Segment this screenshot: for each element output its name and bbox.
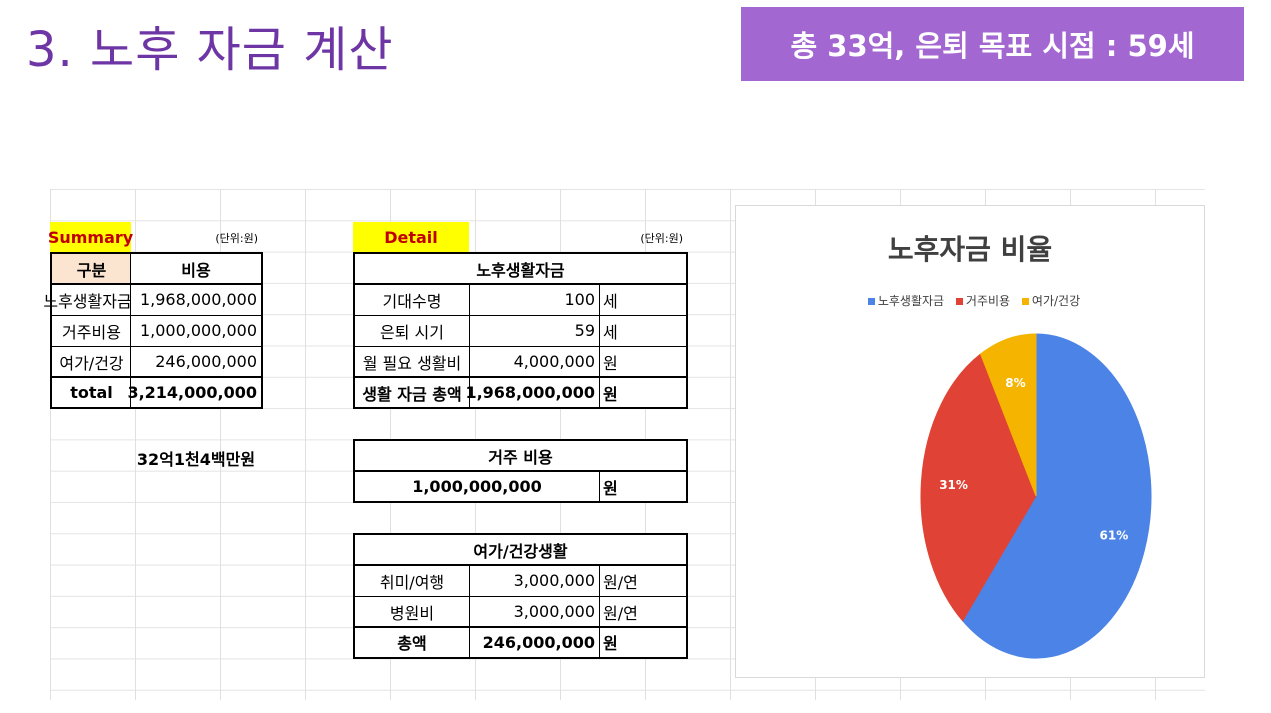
leisure-row-label: 병원비 [389, 603, 435, 623]
summary-row-label: 여가/건강 [59, 353, 124, 373]
slice-housing [920, 353, 1037, 622]
living-row-value: 4,000,000 [513, 352, 595, 371]
summary-total-value: 3,214,000,000 [127, 383, 257, 402]
summary-tag: Summary [48, 222, 133, 252]
summary-header-category: 구분 [52, 254, 131, 283]
living-row-value: 59 [574, 321, 595, 340]
living-total-unit: 원 [603, 384, 618, 404]
leisure-total-value: 246,000,000 [482, 632, 595, 652]
housing-header: 거주 비용 [488, 447, 553, 467]
slice-living [962, 333, 1152, 659]
summary-row-label: 거주비용 [62, 322, 121, 342]
legend-label: 거주비용 [965, 294, 1011, 308]
living-total-value: 1,968,000,000 [465, 383, 595, 402]
slice-percent-label: 8% [1005, 376, 1025, 390]
living-row-value: 100 [564, 290, 595, 309]
leisure-row-unit: 원/연 [603, 603, 638, 623]
pie-chart: 61% 31% 8% [920, 333, 1152, 659]
leisure-total-unit: 원 [603, 634, 618, 653]
summary-unit-label: (단위:원) [215, 232, 258, 245]
living-row-unit: 세 [603, 322, 618, 342]
leisure-health-header: 여가/건강생활 [473, 541, 568, 561]
living-row-label: 은퇴 시기 [380, 322, 444, 342]
leisure-row-value: 3,000,000 [513, 602, 595, 621]
summary-korean-total: 32억1천4백만원 [136, 449, 256, 469]
legend-swatch [867, 298, 875, 305]
chart-title: 노후자금 비율 [887, 233, 1053, 266]
summary-row-label: 노후생활자금 [43, 291, 132, 311]
living-row-unit: 원 [603, 353, 618, 373]
living-fund-table [353, 252, 688, 409]
pie-chart-panel: 노후자금 비율 노후생활자금 거주비용 여가/건강 61% 31% 8% [735, 205, 1205, 678]
living-fund-header: 노후생활자금 [476, 260, 565, 280]
detail-tag: Detail [353, 222, 469, 252]
slice-percent-label: 61% [1100, 529, 1129, 543]
leisure-total-label: 총액 [397, 634, 427, 653]
leisure-row-unit: 원/연 [603, 572, 638, 592]
summary-row-value: 1,000,000,000 [139, 321, 257, 340]
chart-legend: 노후생활자금 거주비용 여가/건강 [736, 292, 1204, 309]
living-row-label: 기대수명 [382, 291, 442, 311]
summary-header-cost: 비용 [181, 260, 211, 280]
living-total-label: 생활 자금 총액 [362, 384, 462, 404]
goal-banner: 총 33억, 은퇴 목표 시점 : 59세 [741, 7, 1244, 81]
page-title: 3. 노후 자금 계산 [26, 22, 394, 78]
slice-leisure [979, 333, 1037, 497]
living-row-label: 월 필요 생활비 [362, 353, 462, 373]
legend-label: 여가/건강 [1031, 294, 1081, 308]
leisure-row-label: 취미/여행 [379, 572, 445, 592]
legend-swatch [955, 298, 963, 305]
housing-unit: 원 [603, 478, 618, 498]
housing-value: 1,000,000,000 [412, 477, 542, 496]
legend-swatch [1021, 298, 1029, 305]
summary-total-label: total [70, 383, 113, 402]
detail-unit-label: (단위:원) [640, 232, 683, 245]
living-row-unit: 세 [603, 291, 618, 311]
summary-row-value: 246,000,000 [155, 352, 257, 371]
legend-label: 노후생활자금 [877, 294, 945, 308]
leisure-row-value: 3,000,000 [513, 571, 595, 590]
summary-row-value: 1,968,000,000 [139, 290, 257, 309]
slice-percent-label: 31% [939, 478, 968, 492]
